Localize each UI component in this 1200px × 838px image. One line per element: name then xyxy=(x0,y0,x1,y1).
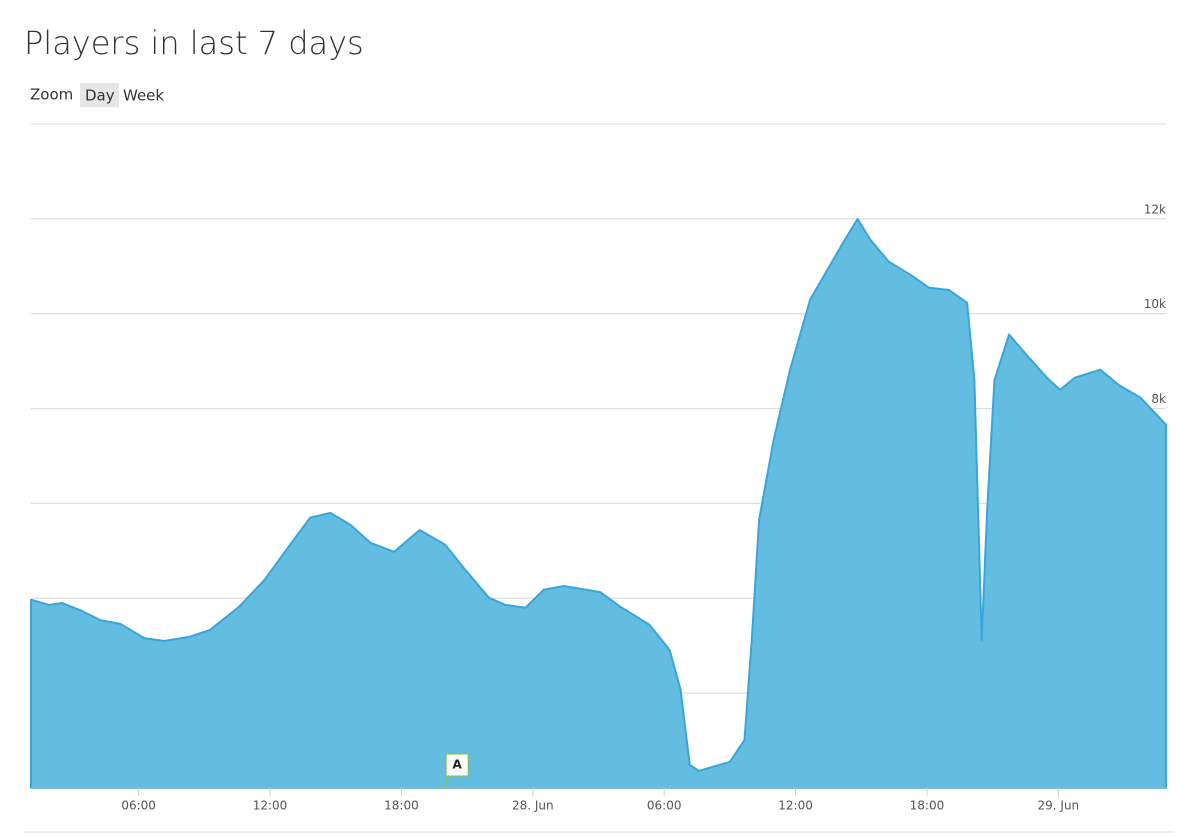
x-tick-label: 12:00 xyxy=(778,799,813,813)
area xyxy=(30,217,1167,789)
zoom-button[interactable]: Week xyxy=(123,87,164,105)
chart-title: Players in last 7 days xyxy=(24,24,364,62)
zoom-button-bg xyxy=(80,83,119,107)
flag xyxy=(445,753,469,777)
flag-label: A xyxy=(453,758,463,772)
y-tick-label: 12k xyxy=(1144,202,1166,216)
x-tick-label: 06:00 xyxy=(647,799,682,813)
x-tick-label: 18:00 xyxy=(384,799,419,813)
x-tick-label: 29. Jun xyxy=(1038,799,1080,813)
y-tick-label: 8k xyxy=(1151,392,1166,406)
x-tick-label: 18:00 xyxy=(910,799,945,813)
zoom-button[interactable]: Day xyxy=(85,87,115,105)
zoom-label: Zoom xyxy=(30,86,73,104)
x-tick-label: 28. Jun xyxy=(512,799,554,813)
x-tick-label: 06:00 xyxy=(121,799,156,813)
y-tick-label: 10k xyxy=(1144,297,1166,311)
x-tick-label: 12:00 xyxy=(253,799,288,813)
